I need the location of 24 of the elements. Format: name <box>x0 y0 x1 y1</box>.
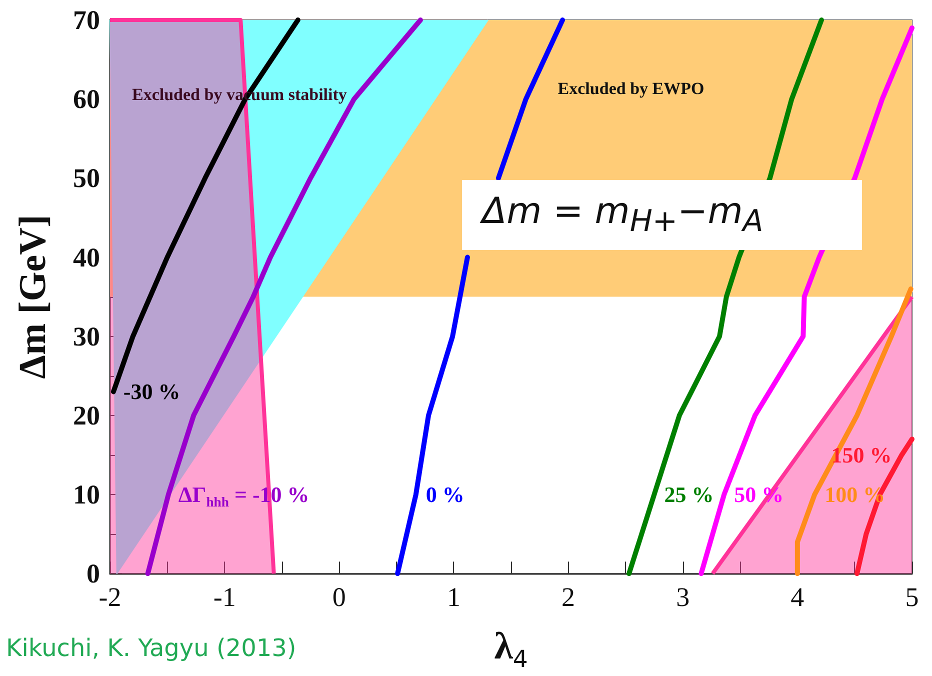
text: Kikuchi, K. Yagyu (2013) <box>6 634 296 662</box>
y-tick-label: 40 <box>73 242 100 272</box>
x-tick-label: 5 <box>905 582 919 612</box>
x-tick-label: -1 <box>213 582 236 612</box>
x-tick-label: -2 <box>98 582 122 612</box>
x-tick-label: 2 <box>562 582 576 612</box>
x-tick-label: 0 <box>332 582 346 612</box>
series-label: 25 % <box>664 482 714 508</box>
series-label: -30 % <box>123 379 180 404</box>
annotation: Δm = m$_{H+}$−m$_{A}$ <box>482 190 764 240</box>
series-label: 0 % <box>426 482 464 508</box>
y-tick-label: 0 <box>86 558 100 589</box>
formula-box: Δm = m$_{H+}$−m$_{A}$ <box>462 180 862 250</box>
x-tick-label: 1 <box>446 582 460 612</box>
y-axis-title: Δm [GeV] <box>12 214 54 379</box>
y-tick-label: 20 <box>73 400 100 430</box>
y-tick-label: 70 <box>73 5 100 35</box>
x-tick-label: 3 <box>676 582 690 612</box>
y-tick-label: 10 <box>73 480 100 510</box>
x-tick-label: 4 <box>790 582 805 612</box>
band-label: Excluded by EWPO <box>558 78 704 98</box>
y-tick-label: 50 <box>73 163 100 194</box>
y-tick-label: 30 <box>73 321 100 352</box>
y-tick-label: 60 <box>73 84 100 114</box>
